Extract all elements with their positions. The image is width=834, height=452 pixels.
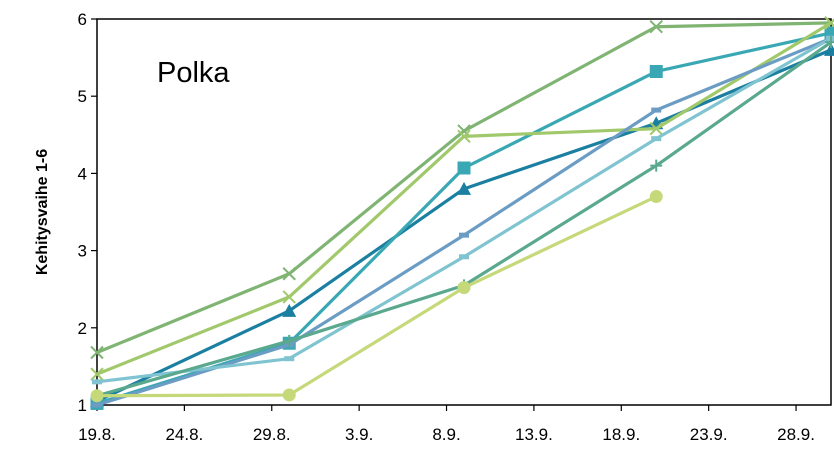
x-tick-label: 18.9.	[602, 425, 640, 444]
data-point-circle	[282, 388, 296, 402]
y-tick-label: 6	[78, 10, 87, 29]
y-tick-label: 5	[78, 87, 87, 106]
data-point-dash	[92, 379, 102, 385]
data-point-cross	[457, 129, 471, 144]
chart-title: Polka	[157, 57, 230, 89]
data-point-plus	[650, 159, 663, 172]
x-tick-label: 29.8.	[253, 425, 291, 444]
data-point-triangle	[457, 181, 471, 195]
x-tick-label: 3.9.	[345, 425, 373, 444]
plot-area	[96, 18, 832, 406]
data-point-triangle	[282, 303, 297, 317]
data-point-plus	[283, 334, 296, 347]
x-tick-label: 8.9.	[432, 425, 460, 444]
data-point-cross	[649, 20, 663, 34]
series-line	[95, 194, 658, 398]
series-layer	[90, 16, 834, 410]
data-point-plus	[825, 36, 834, 49]
data-point-dash	[651, 136, 662, 142]
x-tick-label: 23.9.	[690, 425, 728, 444]
data-point-dash	[651, 107, 662, 113]
data-point-cross	[90, 345, 104, 360]
y-tick-label: 2	[78, 319, 87, 338]
data-point-square	[649, 64, 663, 78]
x-tick-label: 28.9.	[777, 425, 815, 444]
series-4	[90, 16, 834, 381]
data-point-dash	[92, 402, 102, 408]
data-point-cross	[649, 121, 663, 136]
x-axis-ticks: 19.8. 24.8. 29.8. 3.9. 8.9. 13.9. 18.9. 23.9. 28…	[78, 405, 815, 444]
data-point-circle	[649, 190, 663, 204]
data-point-cross	[282, 290, 296, 304]
data-point-square	[824, 26, 834, 40]
data-point-circle	[90, 389, 104, 403]
data-point-dash	[459, 254, 469, 260]
x-tick-label: 24.8.	[165, 425, 203, 444]
x-tick-label: 19.8.	[78, 425, 116, 444]
y-tick-label: 1	[78, 396, 87, 415]
data-point-cross	[824, 16, 834, 30]
x-tick-label: 13.9.	[515, 425, 553, 444]
data-point-square	[457, 161, 471, 175]
y-tick-label: 4	[78, 164, 87, 183]
data-point-circle	[457, 281, 471, 295]
data-point-dash	[459, 232, 469, 238]
y-tick-label: 3	[78, 242, 87, 261]
data-point-dash	[284, 356, 295, 362]
series-8	[90, 190, 663, 403]
y-axis-title: Kehitysvaihe 1-6	[34, 149, 51, 275]
data-point-cross	[90, 367, 104, 381]
data-point-cross	[282, 267, 296, 281]
